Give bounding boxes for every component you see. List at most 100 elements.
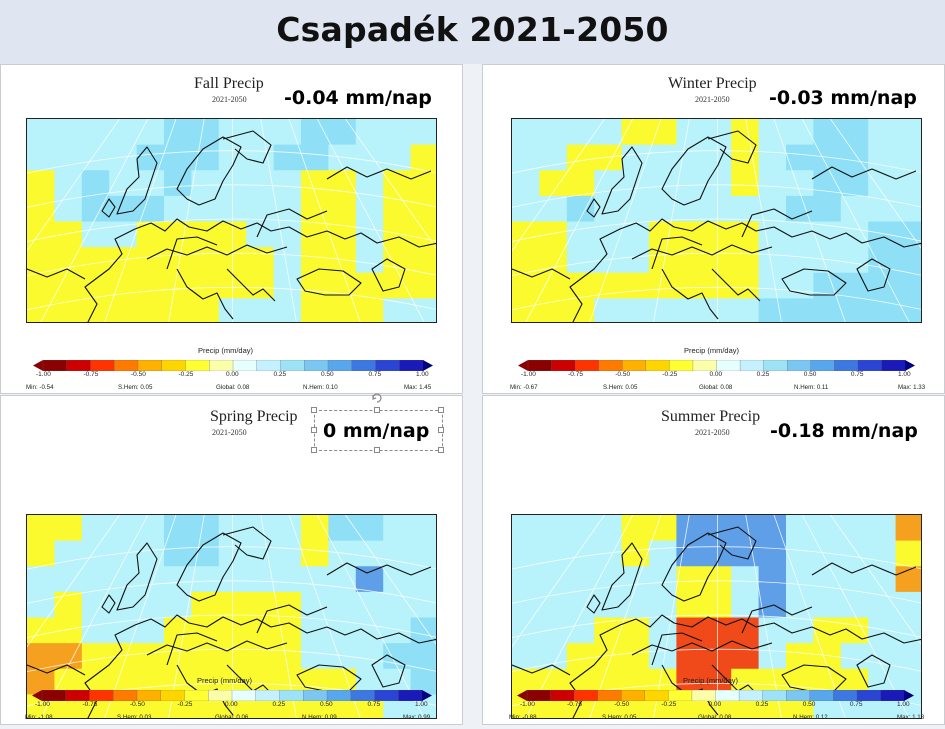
grid-cell: [328, 643, 357, 670]
grid-cell: [355, 247, 384, 274]
coastline: [631, 244, 773, 260]
colorbar-swatch: [644, 689, 669, 702]
longitude-line: [168, 515, 205, 718]
colorbar-low-arrow: [33, 360, 43, 371]
resize-handle[interactable]: [311, 427, 317, 433]
map-svg: [27, 119, 436, 322]
colorbar-swatch: [231, 689, 257, 702]
colorbar-tick-label: -0.25: [661, 701, 677, 708]
colorbar-svg: [518, 359, 915, 372]
colorbar-title: Precip (mm/day): [197, 676, 253, 685]
longitude-line: [830, 515, 921, 645]
resize-handle[interactable]: [438, 407, 444, 413]
grid-cell: [27, 272, 55, 299]
colorbar-tick-label: -0.75: [567, 701, 582, 708]
coastline: [116, 146, 158, 215]
longitude-line: [745, 515, 782, 718]
colorbar-tick-label: 1.00: [415, 701, 428, 708]
grid-cell: [27, 119, 55, 146]
grid-cell: [813, 119, 842, 146]
coastline: [661, 136, 727, 206]
longitude-line: [104, 515, 177, 718]
coastline: [27, 664, 86, 676]
grid-cell: [81, 617, 110, 644]
colorbar-svg: [517, 689, 914, 702]
resize-handle[interactable]: [438, 447, 444, 453]
colorbar-tick-labels: -1.00 -0.75 -0.50 -0.25 0.00 0.25 0.50 0.75 1.00: [33, 371, 433, 381]
longitude-line: [40, 515, 149, 718]
resize-handle[interactable]: [438, 427, 444, 433]
colorbar-swatch: [856, 689, 881, 702]
colorbar-tick-label: 1.00: [898, 371, 911, 378]
panel-title: Fall Precip: [194, 75, 264, 92]
grid-cell: [383, 272, 412, 299]
slide-title: Csapadék 2021-2050: [276, 10, 669, 49]
grid-cell: [512, 298, 540, 322]
grid-cell: [355, 566, 384, 593]
colorbar-swatch: [184, 689, 209, 702]
colorbar-tick-label: 1.00: [897, 701, 910, 708]
grid-cell: [246, 247, 275, 274]
stat-nhem: N.Hem: 0.11: [794, 384, 829, 391]
grid-cell: [895, 643, 921, 670]
colorbar-title: Precip (mm/day): [198, 346, 254, 355]
mean-change-label[interactable]: -0.04 mm/nap: [284, 87, 432, 109]
coastline: [651, 632, 703, 666]
longitude-line: [260, 515, 297, 718]
grid-cell: [566, 119, 595, 146]
colorbar-high-arrow: [423, 360, 433, 371]
resize-handle[interactable]: [311, 407, 317, 413]
longitude-line: [773, 119, 846, 322]
mean-change-label[interactable]: 0 mm/nap: [323, 420, 430, 442]
stat-nhem: N.Hem: 0.12: [793, 714, 828, 721]
longitude-line: [316, 119, 425, 322]
grid-cell: [246, 170, 275, 197]
grid-cell: [246, 298, 275, 322]
colorbar-tick-label: 0.25: [273, 371, 287, 378]
colorbar-tick-label: 0.00: [709, 371, 723, 378]
grid-cell: [758, 272, 787, 299]
precip-map: [511, 118, 922, 323]
mean-change-label[interactable]: -0.03 mm/nap: [769, 87, 917, 109]
colorbar-swatch: [255, 689, 280, 702]
grid-cell: [731, 170, 760, 197]
grid-cell: [676, 515, 705, 542]
stat-shem: S.Hem: 0.05: [118, 384, 153, 391]
panel-canvas: Fall Precip 2021-2050 -0.04 mm/nap Preci…: [0, 64, 945, 729]
colorbar-tick-label: -1.00: [36, 371, 51, 378]
resize-handle[interactable]: [311, 447, 317, 453]
resize-handle[interactable]: [374, 447, 380, 453]
grid-cell: [54, 119, 83, 146]
grid-cell: [868, 272, 897, 299]
grid-cell: [164, 540, 192, 567]
coastline: [856, 258, 891, 292]
colorbar-swatch: [160, 689, 185, 702]
colorbar-swatch: [526, 689, 552, 702]
grid-cell: [27, 247, 55, 274]
precip-map: [26, 118, 437, 323]
coastline: [741, 604, 813, 634]
coastline: [586, 594, 601, 614]
grid-cell: [895, 247, 921, 274]
grid-cell: [81, 566, 110, 593]
coastline: [176, 136, 242, 206]
mean-change-label[interactable]: -0.18 mm/nap: [770, 420, 918, 442]
longitude-line: [168, 119, 205, 322]
grid-cell: [410, 540, 436, 567]
longitude-line: [801, 119, 910, 322]
grid-cell: [328, 119, 357, 146]
grid-cell: [566, 643, 595, 670]
rotate-handle-icon[interactable]: [370, 391, 384, 405]
colorbar-swatch: [374, 689, 399, 702]
coastline: [371, 258, 406, 292]
panel-title: Winter Precip: [668, 75, 757, 92]
grid-cell: [731, 643, 760, 670]
grid-cell: [410, 247, 436, 274]
grid-cell: [566, 221, 595, 248]
colorbar-tick-label: 0.25: [272, 701, 286, 708]
resize-handle[interactable]: [374, 407, 380, 413]
grid-cell: [328, 298, 357, 322]
colorbar-tick-label: -0.50: [614, 701, 630, 708]
grid-cell: [328, 247, 357, 274]
grid-cell: [840, 617, 869, 644]
